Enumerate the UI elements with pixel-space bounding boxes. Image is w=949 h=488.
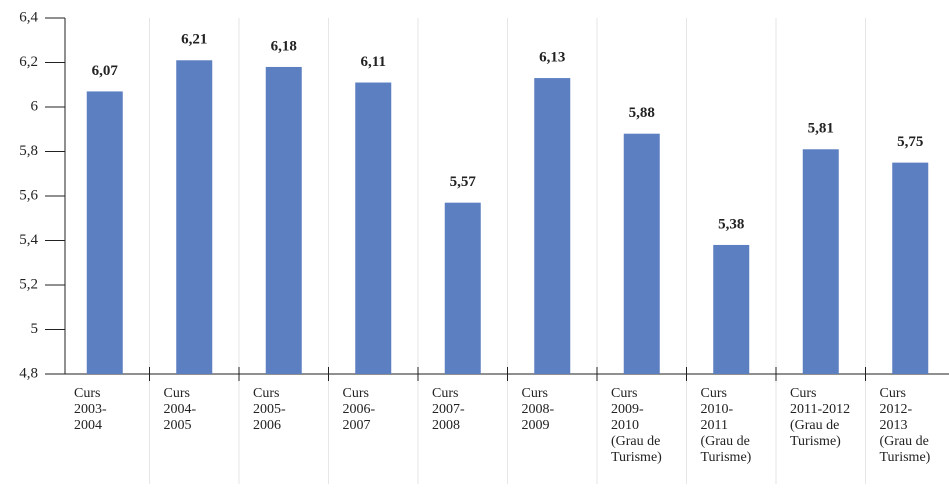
y-tick-label: 5,4: [19, 232, 38, 248]
value-label: 6,21: [181, 32, 207, 48]
x-tick-label: Curs 2006- 2007: [342, 386, 376, 433]
bar: [176, 60, 213, 375]
bar: [623, 133, 660, 374]
bar: [444, 202, 481, 374]
value-label: 5,75: [897, 134, 923, 150]
y-tick-label: 5,8: [19, 143, 38, 159]
y-tick-label: 6,2: [19, 54, 38, 70]
bar: [713, 244, 750, 374]
x-tick-label: Curs 2012- 2013 (Grau de Turisme): [879, 386, 931, 465]
value-label: 5,57: [450, 174, 477, 190]
x-tick-label: Curs 2008- 2009: [521, 386, 555, 433]
y-tick-label: 5: [31, 321, 39, 337]
y-tick-label: 5,6: [19, 187, 38, 203]
x-tick-label: Curs 2005- 2006: [253, 386, 286, 433]
bar: [265, 66, 302, 374]
x-tick-label: Curs 2010- 2011 (Grau de Turisme): [700, 386, 752, 465]
x-tick-label: Curs 2011-2012 (Grau de Turisme): [790, 386, 851, 449]
y-tick-label: 4,8: [19, 365, 38, 381]
bar: [534, 78, 571, 374]
x-tick-label: Curs 2009- 2010 (Grau de Turisme): [611, 386, 662, 465]
bar: [892, 162, 929, 374]
value-label: 5,88: [629, 105, 655, 121]
bar: [355, 82, 392, 375]
bar: [802, 149, 839, 374]
value-label: 6,18: [271, 38, 297, 54]
x-tick-label: Curs 2007- 2008: [432, 386, 465, 433]
y-tick-label: 6: [31, 98, 39, 114]
value-label: 5,81: [808, 121, 834, 137]
y-tick-label: 5,2: [19, 276, 38, 292]
bar: [86, 91, 123, 375]
value-label: 6,07: [92, 63, 119, 79]
y-tick-label: 6,4: [19, 9, 38, 25]
value-label: 6,11: [361, 54, 386, 70]
x-tick-label: Curs 2004- 2005: [163, 386, 197, 433]
value-label: 5,38: [718, 216, 744, 232]
value-label: 6,13: [539, 50, 565, 66]
x-tick-label: Curs 2003- 2004: [74, 386, 107, 433]
